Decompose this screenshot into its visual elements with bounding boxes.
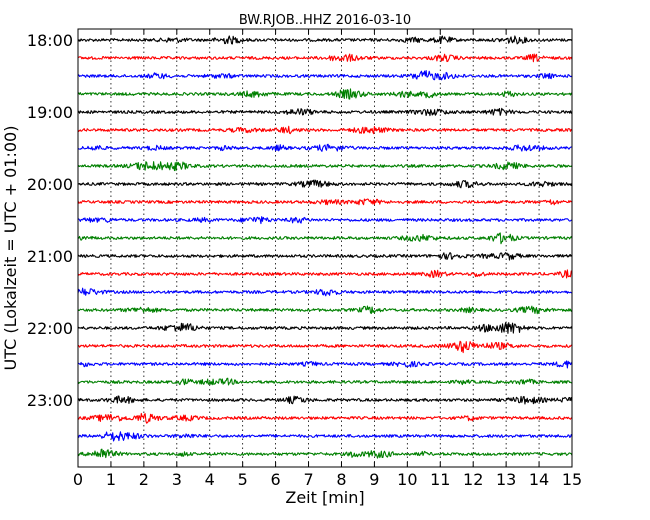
x-tick-label: 12: [463, 470, 483, 489]
x-tick-label: 10: [397, 470, 417, 489]
trace-2130: [77, 287, 573, 297]
trace-2245: [77, 377, 573, 386]
x-tick-label: 5: [238, 470, 248, 489]
trace-1800: [77, 35, 573, 45]
x-tick-label: 3: [172, 470, 182, 489]
x-tick-label: 0: [73, 470, 83, 489]
trace-1945: [77, 161, 573, 172]
trace-2330: [77, 431, 573, 442]
trace-1830: [77, 70, 573, 81]
trace-2345: [77, 448, 573, 459]
trace-2015: [77, 198, 573, 206]
trace-1815: [77, 53, 573, 63]
y-tick-label: 19:00: [27, 103, 73, 122]
x-tick-label: 2: [139, 470, 149, 489]
y-tick-label: 23:00: [27, 391, 73, 410]
y-tick-label: 20:00: [27, 175, 73, 194]
x-tick-label: 9: [369, 470, 379, 489]
trace-1900: [77, 107, 573, 117]
grid-lines: [110, 29, 540, 467]
y-tick-label: 22:00: [27, 319, 73, 338]
x-tick-label: 14: [529, 470, 549, 489]
x-tick-label: 6: [271, 470, 281, 489]
x-tick-label: 11: [430, 470, 450, 489]
plot-frame: [77, 28, 573, 468]
x-tick-label: 8: [336, 470, 346, 489]
x-tick-label: 7: [303, 470, 313, 489]
trace-2200: [77, 322, 573, 334]
x-tick-label: 13: [496, 470, 516, 489]
y-axis-ticks: 18:00 19:00 20:00 21:00 22:00 23:00: [27, 31, 572, 410]
trace-2100: [77, 252, 573, 261]
trace-2215: [77, 340, 573, 354]
trace-2115: [77, 269, 573, 279]
trace-2300: [77, 395, 573, 405]
chart-title: BW.RJOB..HHZ 2016-03-10: [239, 13, 411, 28]
y-tick-label: 18:00: [27, 31, 73, 50]
trace-1915: [77, 125, 573, 135]
trace-2045: [77, 232, 573, 245]
trace-2145: [77, 305, 573, 315]
trace-2315: [77, 412, 573, 424]
trace-2000: [77, 179, 573, 189]
x-tick-label: 15: [562, 470, 582, 489]
trace-2230: [77, 360, 573, 369]
x-tick-label: 4: [205, 470, 215, 489]
x-axis-ticks: 0 1 2 3 4 5 6 7 8 9 10 11 12 13 14 15: [73, 29, 582, 489]
x-axis-label: Zeit [min]: [285, 488, 364, 507]
seismogram-traces: [77, 35, 573, 459]
trace-1845: [77, 88, 573, 100]
trace-2030: [77, 216, 573, 225]
y-axis-label: UTC (Lokalzeit = UTC + 01:00): [1, 126, 20, 371]
trace-1930: [77, 143, 573, 152]
x-tick-label: 1: [106, 470, 116, 489]
y-tick-label: 21:00: [27, 247, 73, 266]
